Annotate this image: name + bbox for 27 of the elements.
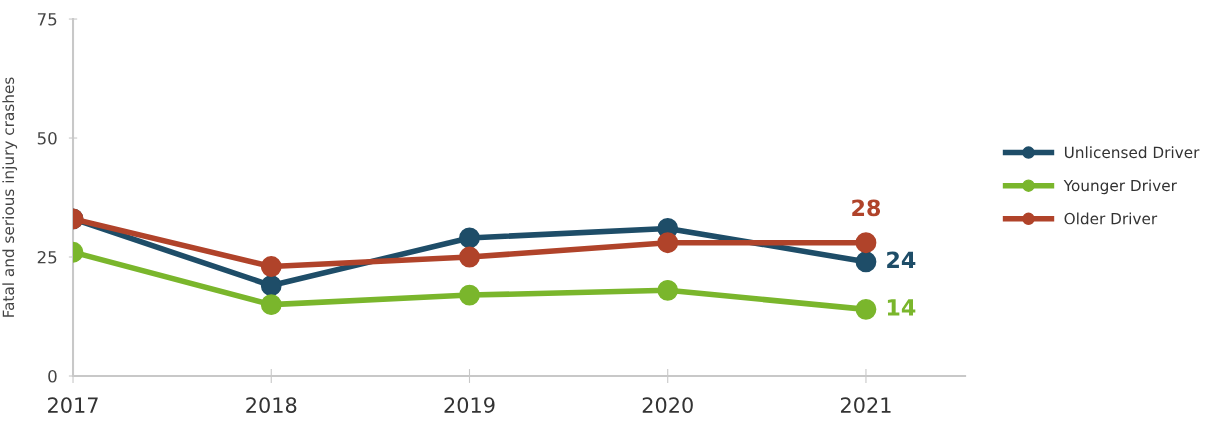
x-tick-label: 2017 [48, 397, 98, 413]
y-tick-label: 50 [37, 131, 57, 145]
legend-label: Younger Driver [1063, 179, 1177, 195]
legend-label: Unlicensed Driver [1064, 146, 1200, 159]
x-tick-label: 2019 [444, 397, 495, 413]
point [657, 279, 679, 301]
point [459, 246, 480, 268]
point [855, 251, 877, 273]
point [855, 298, 877, 320]
y-tick-label: 0 [48, 369, 57, 383]
point [260, 256, 282, 277]
legend-label: Older Driver [1064, 212, 1158, 225]
point [459, 227, 480, 249]
x-tick-label: 2018 [246, 397, 297, 413]
y-tick-label: 25 [37, 250, 57, 264]
data-label: 24 [887, 251, 916, 268]
data-label: 14 [887, 299, 916, 316]
y-tick-label: 75 [37, 13, 57, 26]
x-tick-label: 2021 [840, 397, 891, 413]
point [260, 294, 282, 316]
point [657, 232, 679, 254]
point [260, 275, 282, 296]
y-axis-title: Fatal and serious injury crashes [2, 77, 18, 317]
point [459, 284, 480, 306]
data-label: 28 [852, 199, 881, 217]
x-tick-label: 2020 [642, 397, 693, 413]
point [855, 232, 877, 254]
